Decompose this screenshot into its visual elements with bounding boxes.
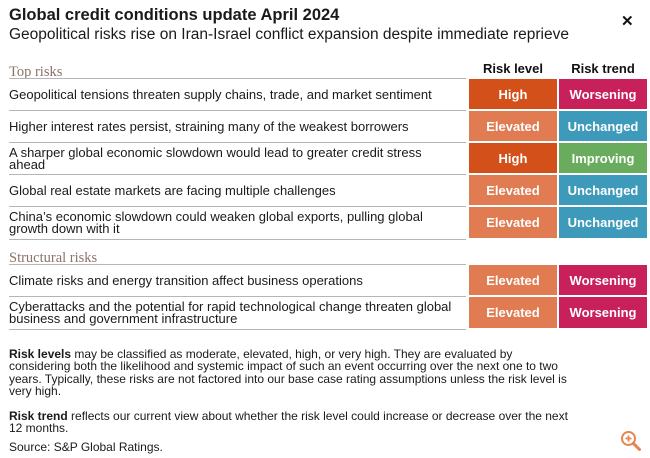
column-header-risk-level: Risk level: [483, 61, 543, 76]
risk-trend-badge: Worsening: [559, 79, 647, 109]
page-title: Global credit conditions update April 20…: [9, 6, 340, 24]
risk-label: A sharper global economic slowdown would…: [9, 144, 422, 172]
risk-label: Geopolitical tensions threaten supply ch…: [9, 86, 432, 102]
row-divider: [9, 239, 466, 240]
risk-levels-term: Risk levels: [9, 347, 72, 361]
row-divider: [9, 142, 466, 143]
row-divider: [9, 78, 466, 79]
risk-level-badge: Elevated: [469, 175, 557, 205]
source-note: Source: S&P Global Ratings.: [9, 440, 163, 454]
column-header-risk-trend: Risk trend: [571, 61, 635, 76]
row-divider: [9, 174, 466, 175]
risk-level-badge: Elevated: [469, 297, 557, 328]
row-divider: [9, 110, 466, 111]
risk-trend-badge: Unchanged: [559, 111, 647, 141]
risk-level-badge: High: [469, 143, 557, 173]
risk-level-badge: Elevated: [469, 111, 557, 141]
section-heading-structural-risks: Structural risks: [9, 250, 98, 266]
page-subtitle: Geopolitical risks rise on Iran-Israel c…: [9, 26, 569, 43]
row-divider: [9, 296, 466, 297]
risk-level-badge: High: [469, 79, 557, 109]
risk-trend-badge: Unchanged: [559, 207, 647, 238]
risk-level-badge: Elevated: [469, 265, 557, 295]
risk-label: Global real estate markets are facing mu…: [9, 182, 336, 198]
risk-trend-badge: Improving: [559, 143, 647, 173]
risk-label: Higher interest rates persist, straining…: [9, 118, 409, 134]
row-divider: [9, 264, 466, 265]
risk-trend-badge: Worsening: [559, 297, 647, 328]
risk-label: Cyberattacks and the potential for rapid…: [9, 299, 452, 326]
risk-label: Climate risks and energy transition affe…: [9, 272, 363, 288]
risk-level-badge: Elevated: [469, 207, 557, 238]
risk-levels-note: Risk levels may be classified as moderat…: [9, 348, 569, 397]
risk-trend-badge: Worsening: [559, 265, 647, 295]
risk-trend-term: Risk trend: [9, 409, 68, 423]
section-heading-top-risks: Top risks: [9, 64, 63, 80]
risk-label: China’s economic slowdown could weaken g…: [9, 209, 423, 236]
risk-trend-text: reflects our current view about whether …: [9, 409, 568, 436]
row-divider: [9, 206, 466, 207]
close-icon[interactable]: ✕: [621, 13, 634, 30]
risk-trend-note: Risk trend reflects our current view abo…: [9, 410, 569, 435]
risk-levels-text: may be classified as moderate, elevated,…: [9, 347, 567, 398]
zoom-in-icon[interactable]: [619, 429, 643, 453]
row-divider: [9, 329, 466, 330]
risk-trend-badge: Unchanged: [559, 175, 647, 205]
